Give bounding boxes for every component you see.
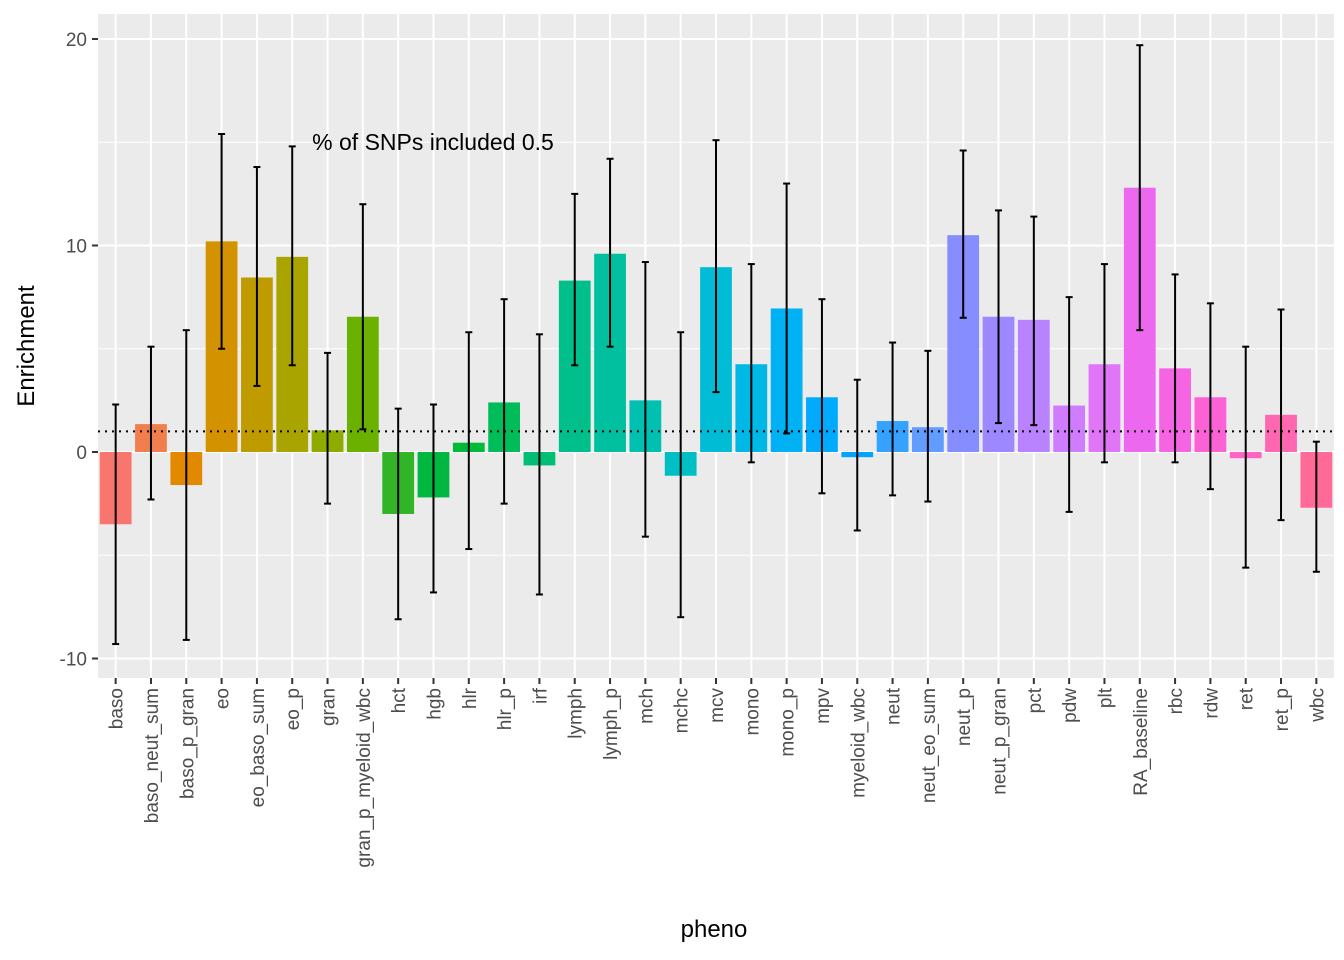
x-tick-label: gran_p_myeloid_wbc — [354, 688, 375, 868]
x-tick-label: pdw — [1060, 688, 1081, 723]
y-tick-label: 10 — [66, 237, 87, 258]
error-bars — [112, 44, 1320, 646]
x-tick-label: hlr — [460, 687, 481, 709]
chart-annotation: % of SNPs included 0.5 — [312, 129, 554, 155]
x-tick-label: RA_baseline — [1131, 688, 1152, 796]
x-tick-label: eo_baso_sum — [248, 688, 269, 807]
x-tick-label: rbc — [1166, 688, 1187, 714]
x-tick-label: mcv — [707, 688, 728, 723]
x-tick-label: neut_p — [954, 688, 975, 746]
x-tick-label: lymph_p — [601, 688, 622, 760]
x-tick-label: mchc — [672, 688, 693, 733]
x-tick-label: neut — [884, 687, 905, 725]
x-tick-label: rdw — [1201, 688, 1222, 719]
x-tick-label: hct — [389, 687, 410, 713]
x-tick-label: myeloid_wbc — [848, 688, 869, 798]
x-tick-label: mono_p — [778, 688, 799, 757]
y-axis-title: Enrichment — [13, 285, 40, 407]
x-tick-label: eo_p — [283, 688, 304, 730]
x-tick-label: mpv — [813, 688, 834, 724]
x-tick-label: neut_eo_sum — [919, 688, 940, 803]
x-tick-label: wbc — [1307, 688, 1328, 723]
x-axis: baso baso_neut_sum baso_p_gran eo eo_baso_su… — [107, 678, 1328, 868]
x-tick-label: baso_p_gran — [177, 688, 198, 799]
x-tick-label: mch — [636, 688, 657, 724]
y-tick-label: 0 — [76, 443, 87, 464]
x-tick-label: hgb — [424, 688, 445, 720]
x-tick-label: plt — [1095, 687, 1116, 708]
x-axis-title: pheno — [681, 916, 748, 943]
x-tick-label: pct — [1025, 687, 1046, 713]
x-tick-label: ret_p — [1272, 688, 1293, 731]
y-axis: -10 0 10 20 — [60, 30, 98, 671]
x-tick-label: hlr_p — [495, 688, 516, 730]
x-tick-label: neut_p_gran — [990, 688, 1011, 795]
x-tick-label: lymph — [566, 688, 587, 739]
x-tick-label: gran — [319, 688, 340, 726]
x-tick-label: mono — [742, 688, 763, 736]
y-tick-label: -10 — [60, 650, 87, 671]
x-tick-label: irf — [530, 687, 551, 704]
x-tick-label: eo — [213, 688, 234, 709]
x-tick-label: ret — [1237, 687, 1258, 710]
y-tick-label: 20 — [66, 30, 87, 51]
x-tick-label: baso_neut_sum — [142, 688, 163, 823]
bars — [99, 187, 1333, 525]
x-tick-label: baso — [107, 688, 128, 729]
